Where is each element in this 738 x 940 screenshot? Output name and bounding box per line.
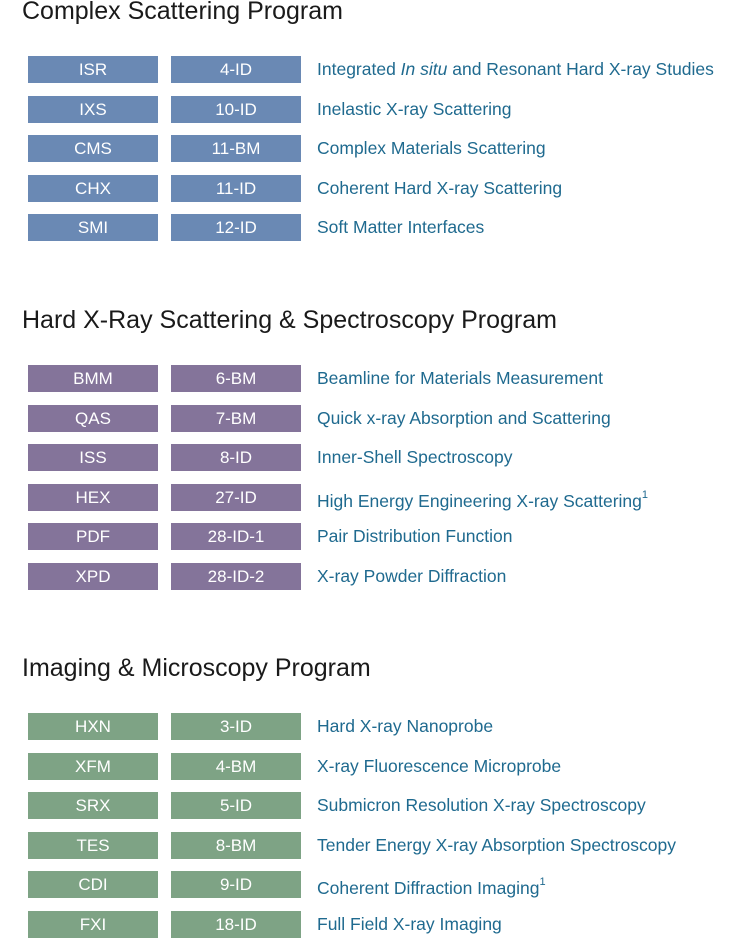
beamline-abbr-badge[interactable]: CHX (28, 175, 158, 202)
beamline-abbr-badge[interactable]: CDI (28, 871, 158, 898)
beamline-row: ISS 8-ID Inner-Shell Spectroscopy (0, 444, 738, 471)
beamline-name-link[interactable]: Submicron Resolution X-ray Spectroscopy (317, 792, 646, 819)
beamline-name-text: Tender Energy X-ray Absorption Spectrosc… (317, 835, 676, 855)
beamline-name-link[interactable]: Soft Matter Interfaces (317, 214, 484, 241)
beamline-name-link[interactable]: Beamline for Materials Measurement (317, 365, 603, 392)
beamline-name-link[interactable]: Coherent Hard X-ray Scattering (317, 175, 562, 202)
beamline-abbr-badge[interactable]: BMM (28, 365, 158, 392)
beamline-row: CDI 9-ID Coherent Diffraction Imaging1 (0, 871, 738, 898)
beamline-id-badge[interactable]: 5-ID (171, 792, 301, 819)
beamline-id-badge[interactable]: 28-ID-1 (171, 523, 301, 550)
beamline-id-badge[interactable]: 4-ID (171, 56, 301, 83)
beamline-id-badge[interactable]: 9-ID (171, 871, 301, 898)
beamline-id-badge[interactable]: 7-BM (171, 405, 301, 432)
beamline-id-badge[interactable]: 12-ID (171, 214, 301, 241)
beamline-id-badge[interactable]: 11-BM (171, 135, 301, 162)
section-title: Imaging & Microscopy Program (22, 654, 371, 682)
beamline-abbr-badge[interactable]: FXI (28, 911, 158, 938)
beamline-name-link[interactable]: Coherent Diffraction Imaging1 (317, 871, 546, 902)
beamline-name-text: Complex Materials Scattering (317, 138, 546, 158)
beamline-row: HEX 27-ID High Energy Engineering X-ray Sc… (0, 484, 738, 511)
beamline-name-text: Hard X-ray Nanoprobe (317, 716, 494, 736)
beamline-name-link[interactable]: Hard X-ray Nanoprobe (317, 713, 493, 740)
beamline-id-badge[interactable]: 27-ID (171, 484, 301, 511)
beamline-row: XPD 28-ID-2 X-ray Powder Diffraction (0, 563, 738, 590)
section-title: Hard X-Ray Scattering & Spectroscopy Pro… (22, 306, 557, 334)
beamline-row: CHX 11-ID Coherent Hard X-ray Scattering (0, 175, 738, 202)
beamline-id-badge[interactable]: 10-ID (171, 96, 301, 123)
beamline-abbr-badge[interactable]: XPD (28, 563, 158, 590)
beamline-row: HXN 3-ID Hard X-ray Nanoprobe (0, 713, 738, 740)
footnote-marker: 1 (641, 489, 649, 501)
beamline-abbr-badge[interactable]: CMS (28, 135, 158, 162)
beamline-name-text: Inner-Shell Spectroscopy (317, 447, 513, 467)
beamline-abbr-badge[interactable]: HEX (28, 484, 158, 511)
beamline-row: PDF 28-ID-1 Pair Distribution Function (0, 523, 738, 550)
beamline-abbr-badge[interactable]: SRX (28, 792, 158, 819)
beamline-abbr-badge[interactable]: XFM (28, 753, 158, 780)
beamline-abbr-badge[interactable]: ISS (28, 444, 158, 471)
beamline-id-badge[interactable]: 11-ID (171, 175, 301, 202)
beamline-id-badge[interactable]: 8-ID (171, 444, 301, 471)
beamline-abbr-badge[interactable]: ISR (28, 56, 158, 83)
beamline-abbr-badge[interactable]: PDF (28, 523, 158, 550)
beamline-id-badge[interactable]: 28-ID-2 (171, 563, 301, 590)
beamline-name-text: Inelastic X-ray Scattering (317, 99, 512, 119)
beamline-name-text: X-ray Powder Diffraction (317, 566, 507, 586)
beamline-name-link[interactable]: High Energy Engineering X-ray Scattering… (317, 484, 648, 515)
beamline-row: ISR 4-ID Integrated In situ and Resonant H… (0, 56, 738, 83)
beamline-name-text: Coherent Diffraction Imaging (317, 877, 540, 898)
beamline-name-text: Full Field X-ray Imaging (317, 914, 502, 934)
beamline-row: XFM 4-BM X-ray Fluorescence Microprobe (0, 753, 738, 780)
beamline-name-link[interactable]: Tender Energy X-ray Absorption Spectrosc… (317, 832, 676, 859)
beamline-name-text: and Resonant Hard X-ray Studies (447, 59, 714, 79)
beamline-row: BMM 6-BM Beamline for Materials Measuremen… (0, 365, 738, 392)
beamline-name-link[interactable]: Full Field X-ray Imaging (317, 911, 502, 938)
beamline-row: CMS 11-BM Complex Materials Scattering (0, 135, 738, 162)
beamline-name-text: High Energy Engineering X-ray Scattering (317, 490, 642, 511)
beamline-id-badge[interactable]: 4-BM (171, 753, 301, 780)
beamline-row: SMI 12-ID Soft Matter Interfaces (0, 214, 738, 241)
beamline-id-badge[interactable]: 18-ID (171, 911, 301, 938)
beamline-name-link[interactable]: X-ray Powder Diffraction (317, 563, 506, 590)
beamline-name-italic: In situ (400, 59, 448, 79)
beamline-name-link[interactable]: Inner-Shell Spectroscopy (317, 444, 513, 471)
beamline-name-text: Beamline for Materials Measurement (317, 368, 603, 388)
beamline-abbr-badge[interactable]: HXN (28, 713, 158, 740)
beamline-name-text: Submicron Resolution X-ray Spectroscopy (317, 795, 646, 815)
beamline-id-badge[interactable]: 6-BM (171, 365, 301, 392)
beamline-name-text: Integrated (317, 59, 401, 79)
beamline-id-badge[interactable]: 3-ID (171, 713, 301, 740)
beamline-abbr-badge[interactable]: SMI (28, 214, 158, 241)
section-title: Complex Scattering Program (22, 0, 343, 25)
beamline-name-link[interactable]: Quick x-ray Absorption and Scattering (317, 405, 611, 432)
beamline-row: FXI 18-ID Full Field X-ray Imaging (0, 911, 738, 938)
beamline-name-link[interactable]: X-ray Fluorescence Microprobe (317, 753, 561, 780)
beamline-name-link[interactable]: Pair Distribution Function (317, 523, 513, 550)
footnote-marker: 1 (539, 876, 546, 888)
beamline-name-text: X-ray Fluorescence Microprobe (317, 756, 562, 776)
beamline-abbr-badge[interactable]: IXS (28, 96, 158, 123)
beamline-name-link[interactable]: Complex Materials Scattering (317, 135, 546, 162)
beamline-row: SRX 5-ID Submicron Resolution X-ray Spectr… (0, 792, 738, 819)
beamline-row: IXS 10-ID Inelastic X-ray Scattering (0, 96, 738, 123)
beamline-name-text: Coherent Hard X-ray Scattering (317, 178, 563, 198)
beamline-abbr-badge[interactable]: QAS (28, 405, 158, 432)
beamline-name-text: Soft Matter Interfaces (317, 217, 485, 237)
beamline-name-text: Quick x-ray Absorption and Scattering (317, 408, 611, 428)
beamline-row: TES 8-BM Tender Energy X-ray Absorption Sp… (0, 832, 738, 859)
beamline-id-badge[interactable]: 8-BM (171, 832, 301, 859)
beamline-name-text: Pair Distribution Function (317, 526, 513, 546)
beamline-name-link[interactable]: Inelastic X-ray Scattering (317, 96, 512, 123)
beamline-abbr-badge[interactable]: TES (28, 832, 158, 859)
beamline-row: QAS 7-BM Quick x-ray Absorption and Scatte… (0, 405, 738, 432)
beamline-name-link[interactable]: Integrated In situ and Resonant Hard X-r… (317, 56, 714, 83)
